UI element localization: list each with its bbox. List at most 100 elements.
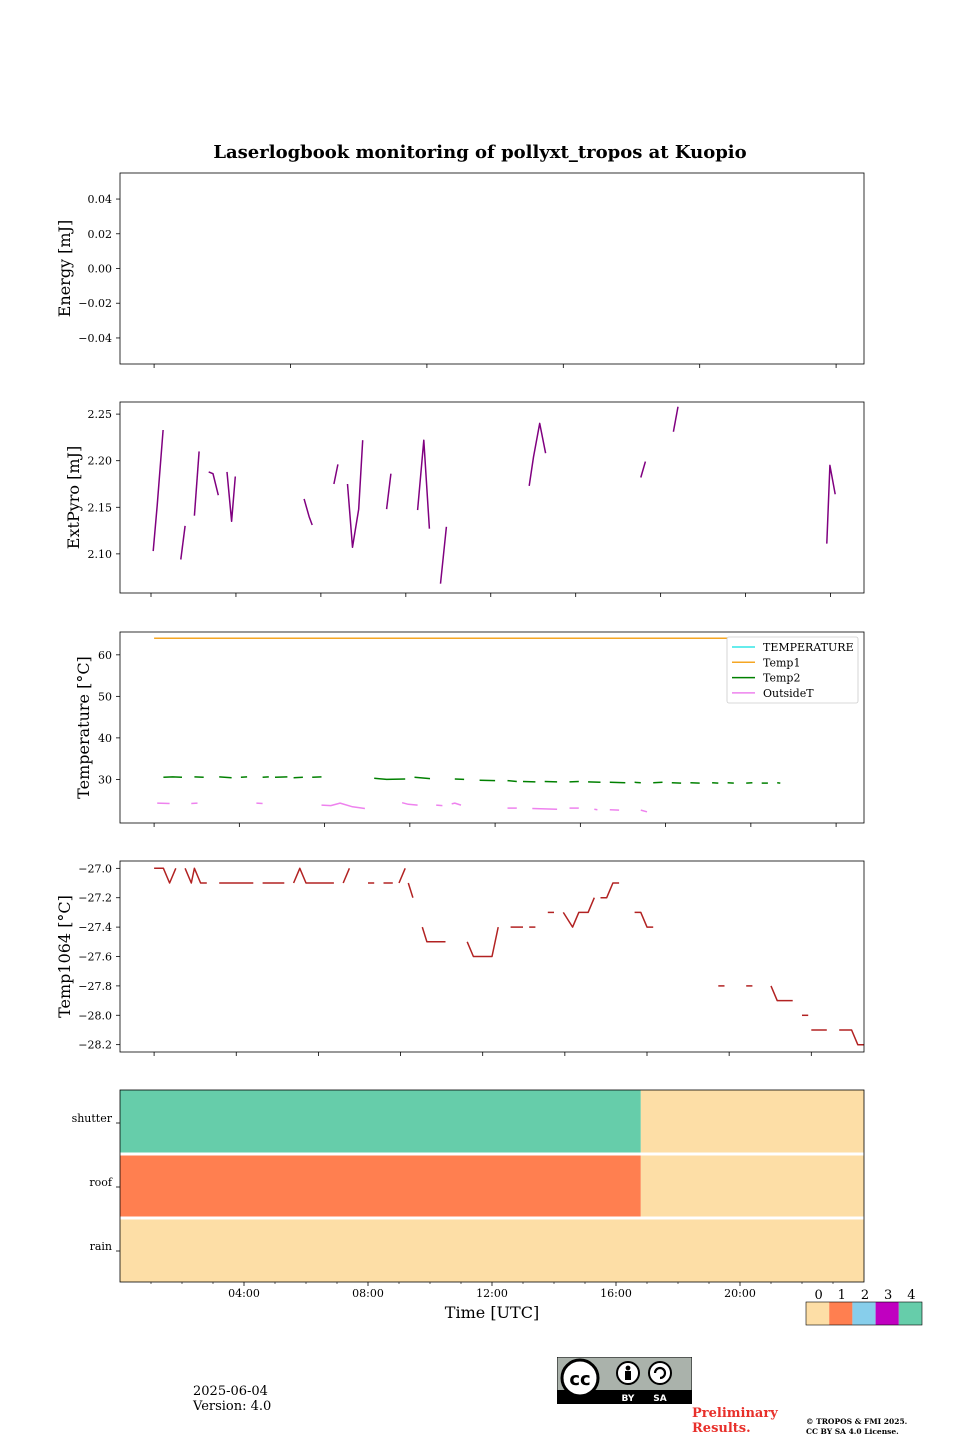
series-Temp2-segment-9: [414, 776, 431, 780]
series-Temp1064-segment-4: [292, 867, 334, 884]
series-ExtPyro-segment-7: [346, 440, 364, 549]
panel-frame: [119, 401, 865, 594]
series-ExtPyro-segment-3: [208, 471, 220, 496]
status-cell-roof-1: [640, 1155, 864, 1217]
series-ExtPyro-segment-11: [528, 422, 547, 487]
y-tick-label: −27.0: [78, 862, 112, 875]
series-OutsideT-segment-8: [532, 807, 558, 811]
colormap-label-0: 0: [814, 1288, 822, 1303]
status-cell-shutter-1: [640, 1090, 864, 1153]
series-OutsideT-segment-6: [451, 802, 462, 806]
y-tick-label: 2.25: [88, 408, 113, 421]
row-label-shutter: shutter: [72, 1112, 113, 1125]
series-ExtPyro-segment-1: [180, 525, 186, 560]
x-tick-label: 20:00: [724, 1287, 756, 1300]
date-version: 2025-06-04 Version: 4.0: [193, 1384, 271, 1414]
colormap-swatch-4: [898, 1302, 922, 1325]
colormap-label-3: 3: [884, 1288, 892, 1303]
sa-share-icon: [648, 1361, 672, 1385]
y-axis-label-extpyro: ExtPyro [mJ]: [64, 446, 83, 549]
panel-status: shutter roof rain 04:00 08:00 12:00 16:00 20:00: [72, 1089, 865, 1300]
y-tick-label: −0.04: [78, 332, 112, 345]
y-tick-label: 50: [98, 690, 112, 703]
y-tick-label: 0.04: [88, 193, 113, 206]
row-label-roof: roof: [89, 1176, 113, 1189]
status-cell-shutter-0: [120, 1090, 641, 1153]
series-OutsideT-segment-3: [321, 802, 366, 810]
series-Temp1064-segment-17: [634, 911, 654, 928]
y-tick-label: −27.6: [78, 951, 112, 964]
series-ExtPyro-segment-9: [416, 439, 431, 529]
panel-frame: [119, 172, 865, 365]
y-axis-label-energy: Energy [mJ]: [55, 220, 74, 318]
series-Temp1064-segment-11: [466, 926, 499, 958]
figure-title: Laserlogbook monitoring of pollyxt_tropo…: [213, 142, 746, 163]
series-OutsideT-segment-4: [401, 801, 418, 806]
row-label-rain: rain: [90, 1240, 112, 1253]
version-text: Version: 4.0: [193, 1399, 272, 1414]
colormap-frame: [805, 1301, 923, 1326]
series-Temp1064-segment-5: [342, 868, 351, 884]
sa-label: SA: [653, 1394, 666, 1404]
series-ExtPyro-segment-13: [672, 406, 679, 432]
y-tick-label: −28.2: [78, 1039, 112, 1052]
legend-label-Temp2: Temp2: [763, 672, 800, 685]
series-Temp1064-segment-1: [184, 867, 207, 884]
series-ExtPyro-segment-12: [640, 461, 647, 478]
panel-temp1064: −28.2 −28.0 −27.8 −27.6 −27.4 −27.2 −27.0 Temp1…: [55, 860, 865, 1056]
colormap-label-2: 2: [861, 1288, 869, 1303]
series-ExtPyro-segment-0: [152, 429, 164, 552]
series-ExtPyro-segment-4: [226, 471, 237, 523]
panel-temperature: 30 40 50 60 Temperature [°C] TEMPERATURE Temp1…: [74, 631, 865, 827]
series-Temp1064-segment-8: [398, 868, 406, 884]
series-ExtPyro-segment-5: [303, 498, 313, 526]
y-tick-label: 40: [98, 732, 112, 745]
date-text: 2025-06-04: [193, 1384, 268, 1399]
y-tick-label: −27.2: [78, 892, 112, 905]
y-tick-label: 0.00: [88, 263, 113, 276]
x-tick-label: 16:00: [600, 1287, 632, 1300]
y-tick-label: 30: [98, 773, 112, 786]
y-tick-label: 0.02: [88, 228, 113, 241]
y-tick-label: −27.8: [78, 980, 112, 993]
x-tick-label: 04:00: [228, 1287, 260, 1300]
y-axis-label-temp1064: Temp1064 [°C]: [55, 895, 74, 1018]
series-Temp2-segment-2: [219, 776, 232, 779]
panel-frame: [119, 1089, 865, 1283]
y-tick-label: 60: [98, 649, 112, 662]
series-ExtPyro-segment-10: [439, 526, 448, 584]
legend-box: [726, 636, 859, 704]
copyright-note: © TROPOS & FMI 2025. CC BY SA 4.0 Licens…: [806, 1417, 908, 1436]
legend-label-Temp1: Temp1: [763, 656, 800, 669]
y-tick-label: 2.20: [88, 455, 113, 468]
colormap-swatch-0: [806, 1302, 830, 1325]
cc-by-sa-badge: cc BY SA: [557, 1357, 692, 1404]
series-OutsideT-segment-12: [640, 809, 648, 813]
series-Temp2-segment-8: [374, 777, 406, 781]
series-Temp1064-segment-16: [600, 882, 620, 899]
y-tick-label: −28.0: [78, 1009, 112, 1022]
preliminary-results-note: Preliminary Results.: [692, 1406, 778, 1436]
colormap-label-4: 4: [907, 1288, 915, 1303]
y-tick-label: 2.15: [88, 501, 113, 514]
x-tick-label: 12:00: [476, 1287, 508, 1300]
series-ExtPyro-segment-14: [826, 464, 836, 544]
x-tick-label: 08:00: [352, 1287, 384, 1300]
status-cell-rain-0: [120, 1219, 864, 1282]
x-axis-label: Time [UTC]: [445, 1303, 539, 1322]
colormap-swatch-2: [852, 1302, 876, 1325]
panel-energy: −0.04 −0.02 0.00 0.02 0.04 Energy [mJ]: [55, 172, 865, 368]
series-Temp1064-segment-10: [421, 926, 446, 943]
series-Temp1064-segment-0: [154, 867, 177, 884]
series-Temp1064-segment-9: [407, 882, 414, 898]
series-Temp2-segment-12: [507, 779, 517, 783]
panel-extpyro: 2.10 2.15 2.20 2.25 ExtPyro [mJ]: [64, 401, 865, 597]
colormap-swatch-3: [875, 1302, 899, 1325]
y-tick-label: 2.10: [88, 548, 113, 561]
series-ExtPyro-segment-6: [333, 464, 339, 485]
y-tick-label: −27.4: [78, 921, 112, 934]
series-OutsideT-segment-5: [436, 804, 443, 807]
series-Temp1064-segment-20: [770, 985, 793, 1002]
